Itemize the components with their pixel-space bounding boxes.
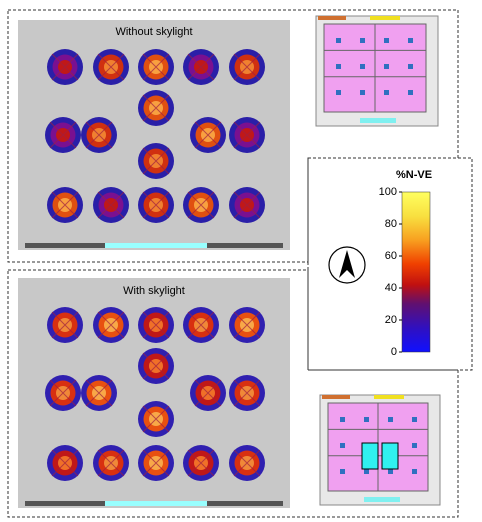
plan-sensor [364,469,369,474]
cross [49,121,77,149]
colorbar [401,191,431,353]
skylight [361,442,379,470]
plan-top [318,16,346,20]
circles [45,49,265,481]
plan-sensor [388,469,393,474]
plan-sensor [360,38,365,43]
plan-sensor [412,469,417,474]
window [105,501,207,506]
plan-sensor [408,64,413,69]
plan-sensor [384,64,389,69]
cross [194,121,222,149]
skylight [381,442,399,470]
tick-label: 60 [385,250,397,262]
plan-sensor [364,417,369,422]
plan-sensor [336,38,341,43]
plan-sensor [336,64,341,69]
cross [233,379,261,407]
floor-plans [315,15,441,506]
panel-title: With skylight [123,285,185,297]
plan-top [370,16,400,20]
cross [142,53,170,81]
cross [51,191,79,219]
cross [142,191,170,219]
tick-label: 100 [379,186,397,198]
cross [51,449,79,477]
cross [142,449,170,477]
cross [233,191,261,219]
cross [51,311,79,339]
cross [49,379,77,407]
cross [187,53,215,81]
cross [97,191,125,219]
plan-bottom [360,118,396,123]
north-arrow [339,250,355,278]
colorbar-title: %N-VE [396,169,432,181]
cross [97,449,125,477]
tick-label: 80 [385,218,397,230]
plan-sensor [384,90,389,95]
plan-sensor [360,90,365,95]
window [105,243,207,248]
plan-bottom [364,497,400,502]
cross [187,449,215,477]
plan-sensor [336,90,341,95]
colorbar-ticks: 0 20 40 60 80 100 [379,186,402,358]
cross [85,379,113,407]
plan-sensor [408,90,413,95]
cross [142,147,170,175]
cross [142,405,170,433]
plan-sensor [412,443,417,448]
tick-label: 20 [385,314,397,326]
bottom-frame [7,269,459,518]
cross [187,191,215,219]
cross [142,352,170,380]
cross [233,449,261,477]
cross [97,311,125,339]
cross [233,121,261,149]
plan-sensor [340,417,345,422]
plan-sensor [388,417,393,422]
plan-top [322,395,350,399]
plan-sensor [340,443,345,448]
panel-title: Without skylight [115,26,192,38]
tick-label: 40 [385,282,397,294]
plan-sensor [384,38,389,43]
plan-sensor [408,38,413,43]
plan-top [374,395,404,399]
cross [85,121,113,149]
cross [142,311,170,339]
plan-sensor [340,469,345,474]
tick-label: 0 [391,346,397,358]
plan-sensor [412,417,417,422]
cross [194,379,222,407]
cross [233,53,261,81]
cross [187,311,215,339]
cross [142,94,170,122]
cross [233,311,261,339]
cross [51,53,79,81]
plan-sensor [360,64,365,69]
cross [97,53,125,81]
